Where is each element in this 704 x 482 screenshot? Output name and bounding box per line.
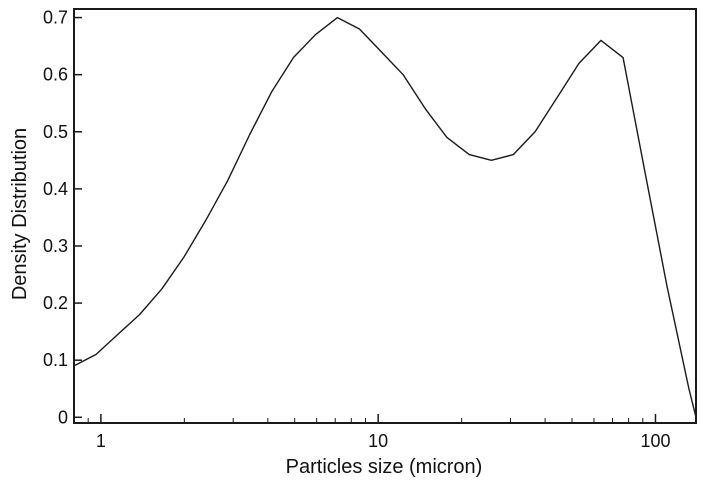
tick-group: 0 0.1 0.2 0.3 0.4 0.5 0.6 0.7 1 10 100 [43, 8, 671, 451]
plot-frame [73, 8, 697, 424]
y-tick-label: 0.6 [43, 65, 68, 85]
y-tick-label: 0.4 [43, 179, 68, 199]
x-tick-label: 10 [368, 431, 388, 451]
x-tick-label: 1 [96, 431, 106, 451]
y-tick-label: 0.3 [43, 236, 68, 256]
x-axis-label: Particles size (micron) [286, 456, 483, 478]
y-tick-label: 0.1 [43, 350, 68, 370]
x-tick-label: 100 [640, 431, 670, 451]
series-group [73, 16, 697, 418]
density-line [73, 16, 697, 418]
y-tick-label: 0.5 [43, 122, 68, 142]
y-axis-label-group: Density Distribution [9, 128, 31, 300]
y-tick-label: 0.7 [43, 8, 68, 28]
y-tick-label: 0.2 [43, 293, 68, 313]
y-axis-label: Density Distribution [9, 128, 31, 300]
y-tick-label: 0 [58, 407, 68, 427]
